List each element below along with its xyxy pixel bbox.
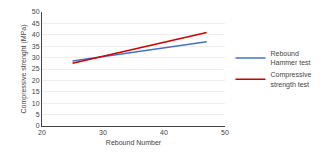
svg-text:50: 50 [221, 129, 229, 136]
svg-text:15: 15 [32, 88, 40, 95]
svg-text:50: 50 [32, 8, 40, 15]
svg-text:40: 40 [32, 31, 40, 38]
svg-text:35: 35 [32, 43, 40, 50]
svg-text:ReboundHammer test: ReboundHammer test [270, 50, 310, 66]
svg-text:Compressivestrength test: Compressivestrength test [270, 71, 311, 88]
svg-text:30: 30 [32, 54, 40, 61]
svg-text:45: 45 [32, 20, 40, 27]
svg-text:30: 30 [99, 129, 107, 136]
svg-text:5: 5 [36, 111, 40, 118]
svg-text:Compressive strenght (MPa): Compressive strenght (MPa) [20, 24, 28, 113]
svg-text:Rebound Number: Rebound Number [106, 139, 162, 146]
svg-text:10: 10 [32, 100, 40, 107]
svg-text:0: 0 [36, 122, 40, 129]
svg-text:25: 25 [32, 65, 40, 72]
svg-text:20: 20 [38, 129, 46, 136]
svg-text:20: 20 [32, 77, 40, 84]
svg-text:40: 40 [160, 129, 168, 136]
